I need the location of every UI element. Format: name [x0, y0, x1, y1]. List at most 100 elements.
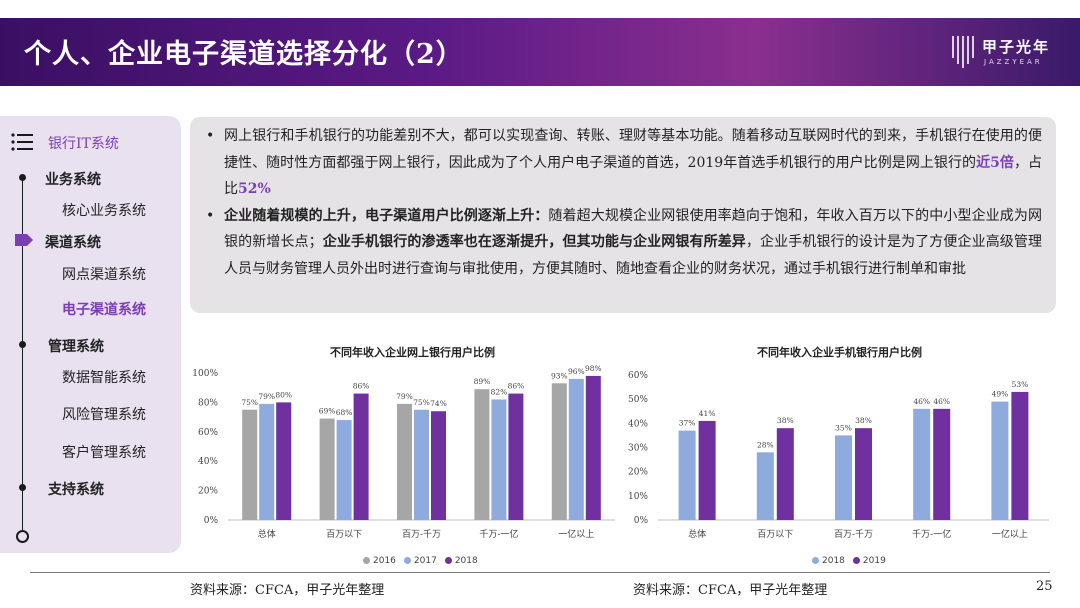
sidebar-item-risk[interactable]: 风险管理系统	[62, 407, 146, 423]
legend-label: 2019	[862, 556, 886, 566]
y-tick-label: 20%	[198, 487, 218, 497]
paragraph-2: • 企业随着规模的上升，电子渠道用户比例逐渐上升：随着超大规模企业网银使用率趋向于…	[204, 203, 1042, 283]
sidebar-item-branch[interactable]: 网点渠道系统	[62, 267, 146, 283]
data-label: 80%	[275, 390, 292, 399]
data-label: 74%	[430, 399, 447, 408]
sidebar-item-core[interactable]: 核心业务系统	[62, 203, 146, 219]
bar-2019	[698, 420, 716, 520]
chart-title: 不同年收入企业网上银行用户比例	[330, 346, 495, 359]
data-label: 68%	[336, 408, 353, 417]
data-label: 89%	[474, 377, 491, 386]
data-label: 75%	[241, 398, 258, 407]
data-label: 69%	[319, 407, 336, 416]
chart-legend: 2016 2017 2018	[355, 556, 478, 566]
bar-2016	[319, 418, 335, 520]
legend-label: 2017	[413, 556, 437, 566]
data-label: 28%	[757, 440, 774, 449]
legend-swatch	[403, 556, 411, 564]
bar-2019	[776, 428, 794, 520]
bar-2016	[397, 403, 412, 520]
bar-2018	[508, 393, 524, 520]
bar-2019	[933, 408, 951, 520]
x-tick-label: 一亿以上	[558, 528, 594, 540]
jazzyear-logo: 甲子光年 JAZZYEAR	[950, 32, 1070, 76]
p1-text: 网上银行和手机银行的功能差别不大，都可以实现查询、转账、理财等基本功能。随着移动…	[224, 128, 1042, 171]
sidebar-timeline	[22, 176, 23, 538]
source-note-right: 资料来源：CFCA，甲子光年整理	[633, 583, 828, 598]
timeline-dot	[19, 174, 26, 181]
p1-highlight-share: 52%	[238, 181, 271, 197]
chart-svg: 0% 10% 20% 30% 40% 50% 60% 37%41% 总体 28% 38% 百万以下 35…	[628, 371, 1049, 540]
y-tick-label: 80%	[198, 398, 218, 408]
data-label: 96%	[568, 367, 585, 376]
y-tick-label: 40%	[628, 419, 648, 429]
sidebar-item-business[interactable]: 业务系统	[45, 172, 101, 188]
data-label: 93%	[551, 371, 568, 380]
p2-text-2: ，企业手机银行的设计是为了方便企业高级管理人员与财务管理人员外出时进行查询与审批…	[224, 234, 1043, 277]
sidebar: 银行IT系统 业务系统 核心业务系统 渠道系统 网点渠道系统 电子渠道系统 管理…	[0, 116, 181, 553]
x-tick-label: 千万-一亿	[479, 528, 518, 540]
sidebar-item-management[interactable]: 管理系统	[48, 339, 104, 355]
x-tick-label: 百万以下	[326, 529, 362, 540]
data-label: 38%	[777, 416, 794, 425]
sidebar-item-support[interactable]: 支持系统	[48, 482, 104, 498]
y-tick-label: 30%	[628, 444, 648, 454]
p1-highlight-ratio: 近5倍	[976, 154, 1014, 171]
legend-label: 2018	[822, 556, 845, 566]
menu-icon	[11, 133, 33, 151]
legend-label: 2018	[454, 556, 478, 566]
y-tick-label: 50%	[628, 395, 648, 405]
bar-2016	[551, 383, 567, 520]
data-label: 41%	[699, 409, 716, 418]
y-tick-label: 40%	[198, 457, 218, 467]
timeline-dot	[19, 484, 26, 491]
x-tick-label: 百万以下	[757, 529, 793, 540]
data-label: 37%	[679, 419, 696, 428]
bar-2017	[568, 378, 584, 520]
current-section-arrow-icon	[15, 234, 33, 246]
logo-sub: JAZZYEAR	[984, 58, 1043, 66]
bar-2017	[259, 403, 275, 520]
sidebar-item-data-intel[interactable]: 数据智能系统	[62, 370, 146, 386]
bar-2016	[474, 389, 490, 520]
sidebar-item-customer[interactable]: 客户管理系统	[62, 445, 146, 461]
sidebar-item-channel[interactable]: 渠道系统	[45, 235, 101, 251]
bullet: •	[206, 207, 215, 224]
paragraph-1: • 网上银行和手机银行的功能差别不大，都可以实现查询、转账、理财等基本功能。随着移…	[204, 123, 1042, 203]
y-tick-label: 0%	[204, 516, 219, 526]
bar-2017	[336, 420, 352, 520]
sidebar-item-electronic[interactable]: 电子渠道系统	[62, 302, 146, 318]
bar-2016	[242, 409, 258, 520]
x-tick-label: 百万-千万	[402, 529, 441, 540]
summary-textbox: • 网上银行和手机银行的功能差别不大，都可以实现查询、转账、理财等基本功能。随着移…	[190, 117, 1056, 313]
data-label: 49%	[992, 390, 1009, 399]
page-number: 25	[1036, 579, 1053, 594]
chart-title: 不同年收入企业手机银行用户比例	[757, 346, 922, 359]
bar-2019	[855, 428, 872, 520]
data-label: 75%	[413, 398, 430, 407]
source-note-left: 资料来源：CFCA，甲子光年整理	[190, 583, 385, 598]
y-tick-label: 10%	[628, 492, 648, 502]
bar-2018	[835, 435, 852, 520]
chart-mobile-banking: 不同年收入企业手机银行用户比例 0% 10% 20% 30% 40% 50% 60% 37% 4…	[624, 338, 1054, 570]
data-label: 86%	[508, 382, 525, 391]
bullet: •	[206, 128, 215, 144]
sidebar-top-label[interactable]: 银行IT系统	[48, 136, 119, 152]
bar-2018	[276, 402, 292, 520]
bar-2018	[991, 401, 1009, 520]
bar-2018	[756, 452, 774, 520]
x-tick-label: 一亿以上	[992, 528, 1028, 540]
y-tick-label: 0%	[634, 516, 649, 526]
logo-mark-icon	[952, 36, 974, 68]
timeline-dot	[19, 341, 26, 348]
x-tick-label: 总体	[688, 528, 706, 540]
legend-label: 2016	[373, 556, 396, 566]
chart-legend: 2018 2019	[804, 556, 886, 566]
y-tick-label: 100%	[192, 369, 218, 379]
data-label: 82%	[491, 387, 508, 396]
chart-online-banking: 不同年收入企业网上银行用户比例 0% 20% 40% 60% 80% 100% 75% 79%…	[190, 338, 620, 570]
page-title: 个人、企业电子渠道选择分化（2）	[24, 39, 464, 70]
logo-name: 甲子光年	[982, 38, 1051, 56]
p1-text-2: ，占比	[224, 154, 1043, 198]
